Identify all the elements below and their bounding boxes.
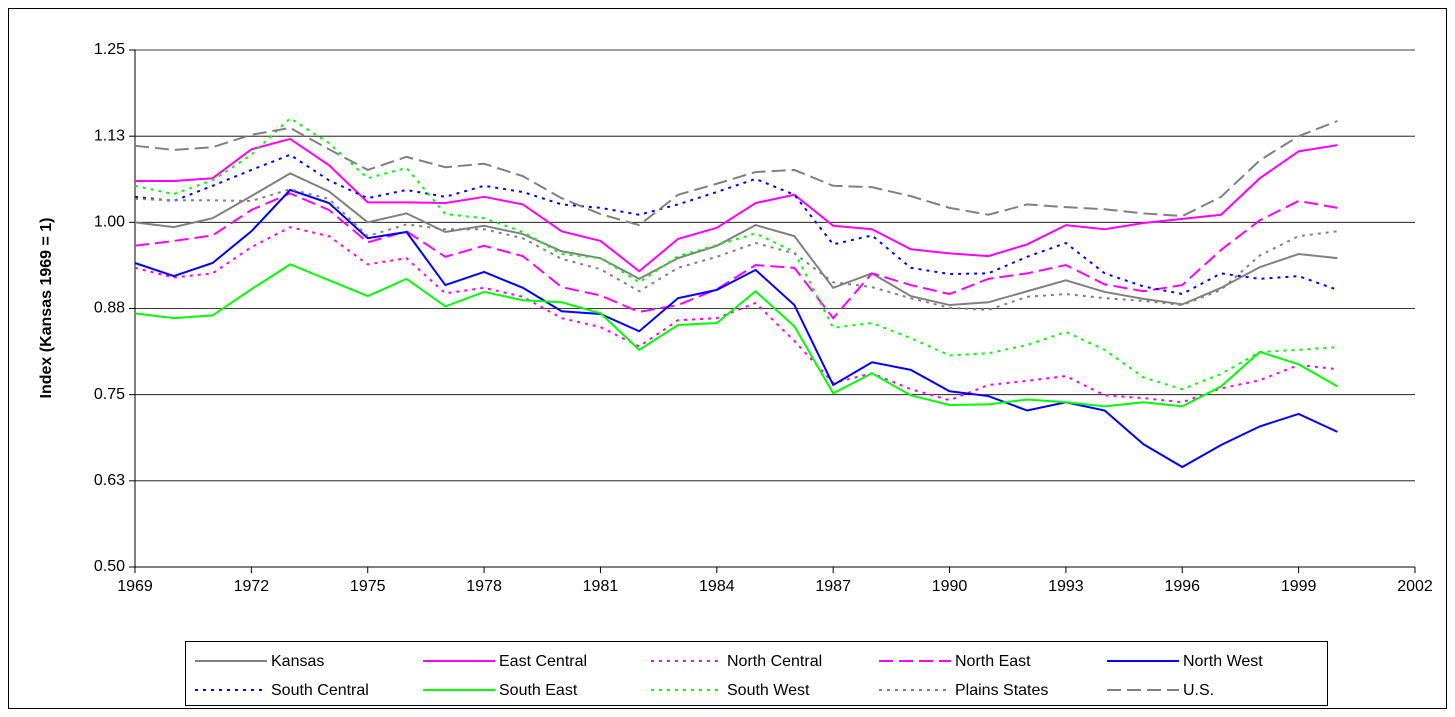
series-line: [135, 137, 1338, 273]
legend-label: U.S.: [1183, 682, 1214, 699]
x-tick-label: 1972: [234, 578, 270, 595]
series-line: [134, 192, 1338, 320]
legend-label: Plains States: [955, 682, 1048, 699]
y-tick-label: 0.88: [94, 300, 125, 317]
legend-label: East Central: [499, 653, 587, 670]
x-tick-label: 1993: [1048, 578, 1084, 595]
legend-box: [185, 641, 1328, 706]
y-axis-label: Index (Kansas 1969 = 1): [38, 218, 55, 399]
series-line: [134, 188, 1338, 469]
y-tick-label: 1.00: [94, 214, 125, 231]
legend-label: South East: [499, 682, 578, 699]
series-line: [134, 172, 1338, 307]
x-tick-label: 1984: [699, 578, 735, 595]
legend-label: South Central: [271, 682, 369, 699]
y-tick-label: 0.50: [94, 558, 125, 575]
x-tick-label: 1987: [815, 578, 851, 595]
series-line: [134, 153, 1338, 296]
x-tick-label: 1978: [466, 578, 502, 595]
x-tick-label: 2002: [1397, 578, 1433, 595]
y-tick-label: 0.63: [94, 472, 125, 489]
legend-label: North East: [955, 653, 1031, 670]
y-tick-label: 1.25: [94, 41, 125, 58]
x-tick-label: 1969: [117, 578, 153, 595]
y-tick-label: 0.75: [94, 386, 125, 403]
legend-label: South West: [727, 682, 810, 699]
y-tick-label: 1.13: [94, 127, 125, 144]
legend-label: North West: [1183, 653, 1263, 670]
series-line: [134, 226, 1338, 404]
x-tick-label: 1990: [932, 578, 968, 595]
x-tick-label: 1996: [1164, 578, 1200, 595]
x-tick-label: 1975: [350, 578, 386, 595]
legend-label: North Central: [727, 653, 822, 670]
x-tick-label: 1981: [583, 578, 619, 595]
chart-border: [8, 8, 1447, 709]
series-line: [134, 263, 1338, 408]
series-line: [134, 120, 1338, 227]
series-line: [134, 116, 1338, 391]
legend-label: Kansas: [271, 653, 324, 670]
x-tick-label: 1999: [1281, 578, 1317, 595]
